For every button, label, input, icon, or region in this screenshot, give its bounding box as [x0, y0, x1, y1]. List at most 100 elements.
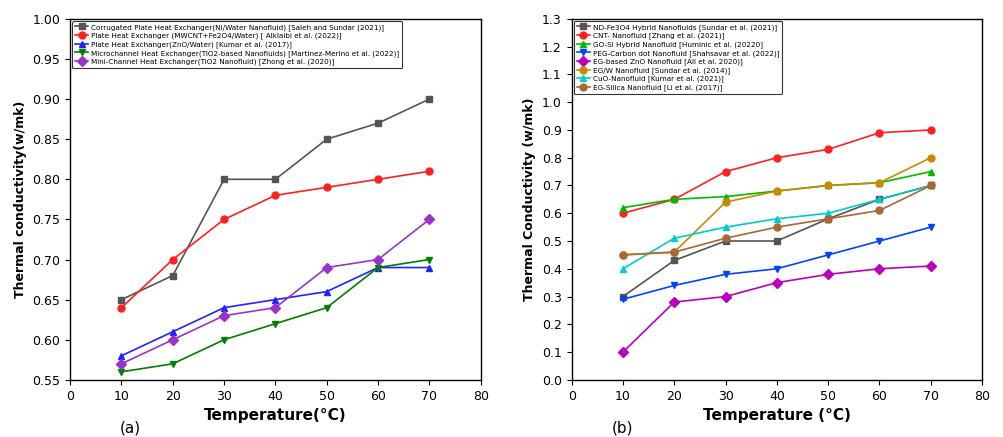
Mini-Channel Heat Exchanger(TiO2 Nanofluid) [Zhong et al. (2020)]: [115, 361, 127, 366]
Microchannel Heat Exchanger(TiO2-based Nanofluids) [Martinez-Merino et al. (2022)]: [218, 337, 230, 342]
GO-Si Hybrid Nanofluid [Huminic et al. (20220]: [770, 188, 782, 194]
EG-Silica Nanofluid [Li et al. (2017)]: [924, 183, 936, 188]
Plate Heat Exchanger(ZnO/Water) [Kumar et al. (2017)]: [372, 265, 384, 270]
EG/W Nanofluid [Sundar et al. (2014)]: [873, 180, 885, 185]
Text: (a): (a): [119, 421, 141, 436]
CNT- Nanofluid [Zhang et al. (2021)]: [719, 169, 731, 174]
Mini-Channel Heat Exchanger(TiO2 Nanofluid) [Zhong et al. (2020)]: [423, 217, 435, 222]
Legend: ND-Fe3O4 Hybrid Nanofluids [Sundar et al. (2021)], CNT- Nanofluid [Zhang et al. : ND-Fe3O4 Hybrid Nanofluids [Sundar et al…: [574, 21, 781, 94]
Corrugated Plate Heat Exchanger(Ni/Water Nanofluid) [Saleh and Sundar (2021)]: [218, 177, 230, 182]
EG/W Nanofluid [Sundar et al. (2014)]: [924, 155, 936, 160]
Plate Heat Exchanger(ZnO/Water) [Kumar et al. (2017)]: [423, 265, 435, 270]
Plate Heat Exchanger (MWCNT+Fe2O4/Water) [ Alklaibi et al. (2022)]: [218, 217, 230, 222]
Corrugated Plate Heat Exchanger(Ni/Water Nanofluid) [Saleh and Sundar (2021)]: [372, 121, 384, 126]
Microchannel Heat Exchanger(TiO2-based Nanofluids) [Martinez-Merino et al. (2022)]: [269, 321, 281, 326]
CuO-Nanofluid [Kumar et al. (2021)]: [770, 216, 782, 222]
Line: CNT- Nanofluid [Zhang et al. (2021)]: CNT- Nanofluid [Zhang et al. (2021)]: [619, 126, 934, 217]
Mini-Channel Heat Exchanger(TiO2 Nanofluid) [Zhong et al. (2020)]: [320, 265, 332, 270]
Line: Plate Heat Exchanger(ZnO/Water) [Kumar et al. (2017)]: Plate Heat Exchanger(ZnO/Water) [Kumar e…: [118, 264, 432, 359]
CNT- Nanofluid [Zhang et al. (2021)]: [770, 155, 782, 160]
CNT- Nanofluid [Zhang et al. (2021)]: [873, 130, 885, 135]
Corrugated Plate Heat Exchanger(Ni/Water Nanofluid) [Saleh and Sundar (2021)]: [269, 177, 281, 182]
Plate Heat Exchanger (MWCNT+Fe2O4/Water) [ Alklaibi et al. (2022)]: [166, 257, 179, 262]
PEG-Carbon dot Nanofluid [Shahsavar et al. (2022)]: [719, 272, 731, 277]
CuO-Nanofluid [Kumar et al. (2021)]: [924, 183, 936, 188]
PEG-Carbon dot Nanofluid [Shahsavar et al. (2022)]: [924, 225, 936, 230]
GO-Si Hybrid Nanofluid [Huminic et al. (20220]: [924, 169, 936, 174]
Plate Heat Exchanger (MWCNT+Fe2O4/Water) [ Alklaibi et al. (2022)]: [372, 177, 384, 182]
ND-Fe3O4 Hybrid Nanofluids [Sundar et al. (2021)]: [821, 216, 833, 222]
Plate Heat Exchanger (MWCNT+Fe2O4/Water) [ Alklaibi et al. (2022)]: [115, 305, 127, 310]
PEG-Carbon dot Nanofluid [Shahsavar et al. (2022)]: [616, 297, 628, 302]
ND-Fe3O4 Hybrid Nanofluids [Sundar et al. (2021)]: [616, 294, 628, 299]
CuO-Nanofluid [Kumar et al. (2021)]: [873, 197, 885, 202]
X-axis label: Temperature (°C): Temperature (°C): [702, 408, 850, 423]
EG-Silica Nanofluid [Li et al. (2017)]: [719, 236, 731, 241]
Mini-Channel Heat Exchanger(TiO2 Nanofluid) [Zhong et al. (2020)]: [218, 313, 230, 318]
GO-Si Hybrid Nanofluid [Huminic et al. (20220]: [616, 205, 628, 210]
ND-Fe3O4 Hybrid Nanofluids [Sundar et al. (2021)]: [770, 239, 782, 244]
X-axis label: Temperature(°C): Temperature(°C): [204, 408, 346, 423]
Y-axis label: Thermal conductivity(w/mk): Thermal conductivity(w/mk): [14, 101, 27, 298]
EG-Silica Nanofluid [Li et al. (2017)]: [668, 250, 680, 255]
EG-based ZnO Nanofluid [Ali et al. 2020)]: [668, 299, 680, 305]
Line: Mini-Channel Heat Exchanger(TiO2 Nanofluid) [Zhong et al. (2020)]: Mini-Channel Heat Exchanger(TiO2 Nanoflu…: [118, 216, 432, 367]
Line: Plate Heat Exchanger (MWCNT+Fe2O4/Water) [ Alklaibi et al. (2022)]: Plate Heat Exchanger (MWCNT+Fe2O4/Water)…: [118, 168, 432, 311]
CNT- Nanofluid [Zhang et al. (2021)]: [924, 127, 936, 132]
Plate Heat Exchanger(ZnO/Water) [Kumar et al. (2017)]: [320, 289, 332, 294]
PEG-Carbon dot Nanofluid [Shahsavar et al. (2022)]: [668, 283, 680, 288]
EG-based ZnO Nanofluid [Ali et al. 2020)]: [924, 264, 936, 269]
EG-Silica Nanofluid [Li et al. (2017)]: [873, 208, 885, 213]
Microchannel Heat Exchanger(TiO2-based Nanofluids) [Martinez-Merino et al. (2022)]: [423, 257, 435, 262]
Corrugated Plate Heat Exchanger(Ni/Water Nanofluid) [Saleh and Sundar (2021)]: [166, 273, 179, 278]
Line: CuO-Nanofluid [Kumar et al. (2021)]: CuO-Nanofluid [Kumar et al. (2021)]: [619, 182, 934, 272]
Line: EG-based ZnO Nanofluid [Ali et al. 2020)]: EG-based ZnO Nanofluid [Ali et al. 2020)…: [619, 263, 934, 356]
Microchannel Heat Exchanger(TiO2-based Nanofluids) [Martinez-Merino et al. (2022)]: [320, 305, 332, 310]
Legend: Corrugated Plate Heat Exchanger(Ni/Water Nanofluid) [Saleh and Sundar (2021)], P: Corrugated Plate Heat Exchanger(Ni/Water…: [72, 21, 402, 68]
CuO-Nanofluid [Kumar et al. (2021)]: [668, 236, 680, 241]
Corrugated Plate Heat Exchanger(Ni/Water Nanofluid) [Saleh and Sundar (2021)]: [320, 137, 332, 142]
PEG-Carbon dot Nanofluid [Shahsavar et al. (2022)]: [770, 266, 782, 271]
ND-Fe3O4 Hybrid Nanofluids [Sundar et al. (2021)]: [719, 239, 731, 244]
CuO-Nanofluid [Kumar et al. (2021)]: [821, 211, 833, 216]
EG-based ZnO Nanofluid [Ali et al. 2020)]: [719, 294, 731, 299]
EG/W Nanofluid [Sundar et al. (2014)]: [719, 200, 731, 205]
Text: (b): (b): [611, 421, 633, 436]
Microchannel Heat Exchanger(TiO2-based Nanofluids) [Martinez-Merino et al. (2022)]: [166, 361, 179, 366]
GO-Si Hybrid Nanofluid [Huminic et al. (20220]: [719, 194, 731, 199]
EG/W Nanofluid [Sundar et al. (2014)]: [770, 188, 782, 194]
EG-Silica Nanofluid [Li et al. (2017)]: [770, 225, 782, 230]
EG/W Nanofluid [Sundar et al. (2014)]: [668, 250, 680, 255]
CNT- Nanofluid [Zhang et al. (2021)]: [668, 197, 680, 202]
Plate Heat Exchanger(ZnO/Water) [Kumar et al. (2017)]: [218, 305, 230, 310]
Line: GO-Si Hybrid Nanofluid [Huminic et al. (20220]: GO-Si Hybrid Nanofluid [Huminic et al. (…: [619, 168, 934, 211]
Plate Heat Exchanger(ZnO/Water) [Kumar et al. (2017)]: [269, 297, 281, 302]
EG-Silica Nanofluid [Li et al. (2017)]: [616, 252, 628, 257]
Line: EG/W Nanofluid [Sundar et al. (2014)]: EG/W Nanofluid [Sundar et al. (2014)]: [619, 154, 934, 258]
Plate Heat Exchanger(ZnO/Water) [Kumar et al. (2017)]: [115, 353, 127, 358]
CuO-Nanofluid [Kumar et al. (2021)]: [719, 225, 731, 230]
CNT- Nanofluid [Zhang et al. (2021)]: [616, 211, 628, 216]
Plate Heat Exchanger (MWCNT+Fe2O4/Water) [ Alklaibi et al. (2022)]: [320, 185, 332, 190]
PEG-Carbon dot Nanofluid [Shahsavar et al. (2022)]: [821, 252, 833, 257]
CNT- Nanofluid [Zhang et al. (2021)]: [821, 147, 833, 152]
Line: PEG-Carbon dot Nanofluid [Shahsavar et al. (2022)]: PEG-Carbon dot Nanofluid [Shahsavar et a…: [619, 224, 934, 303]
Mini-Channel Heat Exchanger(TiO2 Nanofluid) [Zhong et al. (2020)]: [372, 257, 384, 262]
GO-Si Hybrid Nanofluid [Huminic et al. (20220]: [668, 197, 680, 202]
GO-Si Hybrid Nanofluid [Huminic et al. (20220]: [821, 183, 833, 188]
EG-based ZnO Nanofluid [Ali et al. 2020)]: [873, 266, 885, 271]
Microchannel Heat Exchanger(TiO2-based Nanofluids) [Martinez-Merino et al. (2022)]: [115, 369, 127, 375]
EG/W Nanofluid [Sundar et al. (2014)]: [616, 252, 628, 257]
EG-based ZnO Nanofluid [Ali et al. 2020)]: [770, 280, 782, 285]
Line: Microchannel Heat Exchanger(TiO2-based Nanofluids) [Martinez-Merino et al. (2022)]: Microchannel Heat Exchanger(TiO2-based N…: [118, 256, 432, 375]
Line: Corrugated Plate Heat Exchanger(Ni/Water Nanofluid) [Saleh and Sundar (2021)]: Corrugated Plate Heat Exchanger(Ni/Water…: [118, 96, 432, 303]
ND-Fe3O4 Hybrid Nanofluids [Sundar et al. (2021)]: [668, 258, 680, 263]
EG-based ZnO Nanofluid [Ali et al. 2020)]: [821, 272, 833, 277]
EG-based ZnO Nanofluid [Ali et al. 2020)]: [616, 350, 628, 355]
Corrugated Plate Heat Exchanger(Ni/Water Nanofluid) [Saleh and Sundar (2021)]: [423, 97, 435, 102]
Corrugated Plate Heat Exchanger(Ni/Water Nanofluid) [Saleh and Sundar (2021)]: [115, 297, 127, 302]
PEG-Carbon dot Nanofluid [Shahsavar et al. (2022)]: [873, 239, 885, 244]
Plate Heat Exchanger(ZnO/Water) [Kumar et al. (2017)]: [166, 329, 179, 334]
Y-axis label: Thermal Conductivity (w/mk): Thermal Conductivity (w/mk): [523, 97, 536, 301]
Mini-Channel Heat Exchanger(TiO2 Nanofluid) [Zhong et al. (2020)]: [166, 337, 179, 342]
